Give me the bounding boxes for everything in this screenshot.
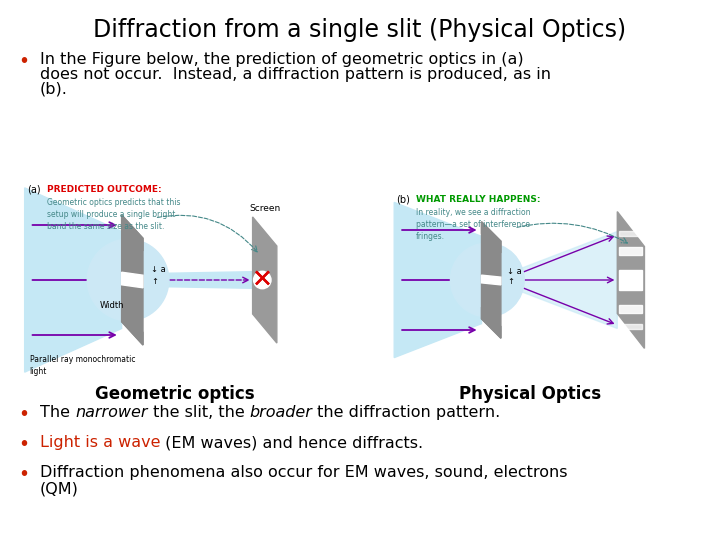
Polygon shape bbox=[482, 222, 501, 253]
Polygon shape bbox=[24, 188, 122, 372]
Text: WHAT REALLY HAPPENS:: WHAT REALLY HAPPENS: bbox=[416, 195, 541, 204]
Text: •: • bbox=[18, 465, 29, 484]
Text: ↑: ↑ bbox=[507, 278, 514, 287]
Text: ↓ a: ↓ a bbox=[507, 267, 522, 276]
Circle shape bbox=[253, 271, 271, 289]
Polygon shape bbox=[122, 309, 143, 345]
Text: ✕: ✕ bbox=[252, 268, 273, 292]
Polygon shape bbox=[143, 272, 253, 288]
Text: •: • bbox=[18, 405, 29, 424]
Polygon shape bbox=[122, 272, 143, 288]
Bar bbox=[619, 231, 642, 237]
Text: ↓ a: ↓ a bbox=[151, 266, 166, 274]
Polygon shape bbox=[122, 215, 143, 251]
Text: ✕: ✕ bbox=[252, 268, 273, 292]
Bar bbox=[619, 323, 642, 329]
Polygon shape bbox=[253, 217, 277, 343]
Text: Diffraction phenomena also occur for EM waves, sound, electrons: Diffraction phenomena also occur for EM … bbox=[40, 465, 567, 480]
Text: In the Figure below, the prediction of geometric optics in (a): In the Figure below, the prediction of g… bbox=[40, 52, 523, 67]
Text: PREDICTED OUTCOME:: PREDICTED OUTCOME: bbox=[47, 185, 161, 194]
Text: the diffraction pattern.: the diffraction pattern. bbox=[312, 405, 500, 420]
Text: (b).: (b). bbox=[40, 82, 68, 97]
Text: does not occur.  Instead, a diffraction pattern is produced, as in: does not occur. Instead, a diffraction p… bbox=[40, 67, 551, 82]
Text: Light is a wave: Light is a wave bbox=[40, 435, 161, 450]
Text: Geometric optics predicts that this
setup will produce a single bright
band the : Geometric optics predicts that this setu… bbox=[47, 198, 180, 231]
Polygon shape bbox=[482, 307, 501, 338]
Polygon shape bbox=[617, 212, 644, 348]
Text: Geometric optics: Geometric optics bbox=[95, 385, 255, 403]
Bar bbox=[619, 247, 642, 255]
Circle shape bbox=[87, 239, 168, 321]
Text: In reality, we see a diffraction
pattern—a set of interference
fringes.: In reality, we see a diffraction pattern… bbox=[416, 208, 531, 241]
Polygon shape bbox=[482, 222, 501, 338]
Text: Parallel ray monochromatic
light: Parallel ray monochromatic light bbox=[30, 355, 135, 376]
Text: broader: broader bbox=[250, 405, 312, 420]
Text: •: • bbox=[18, 52, 29, 71]
Text: narrower: narrower bbox=[75, 405, 148, 420]
Text: (QM): (QM) bbox=[40, 481, 79, 496]
Text: Diffraction from a single slit (Physical Optics): Diffraction from a single slit (Physical… bbox=[94, 18, 626, 42]
Text: (EM waves) and hence diffracts.: (EM waves) and hence diffracts. bbox=[161, 435, 423, 450]
Bar bbox=[619, 305, 642, 313]
Bar bbox=[619, 271, 642, 289]
Text: Screen: Screen bbox=[249, 204, 280, 213]
Polygon shape bbox=[122, 215, 143, 345]
Text: (a): (a) bbox=[27, 185, 40, 195]
Text: (b): (b) bbox=[396, 195, 410, 205]
Polygon shape bbox=[482, 275, 501, 285]
Text: The: The bbox=[40, 405, 75, 420]
Text: the slit, the: the slit, the bbox=[148, 405, 250, 420]
Polygon shape bbox=[501, 232, 617, 328]
Text: ↑: ↑ bbox=[151, 278, 158, 287]
Text: Width: Width bbox=[99, 300, 124, 309]
Polygon shape bbox=[395, 202, 482, 357]
Circle shape bbox=[451, 243, 524, 317]
Text: •: • bbox=[18, 435, 29, 454]
Text: Physical Optics: Physical Optics bbox=[459, 385, 601, 403]
